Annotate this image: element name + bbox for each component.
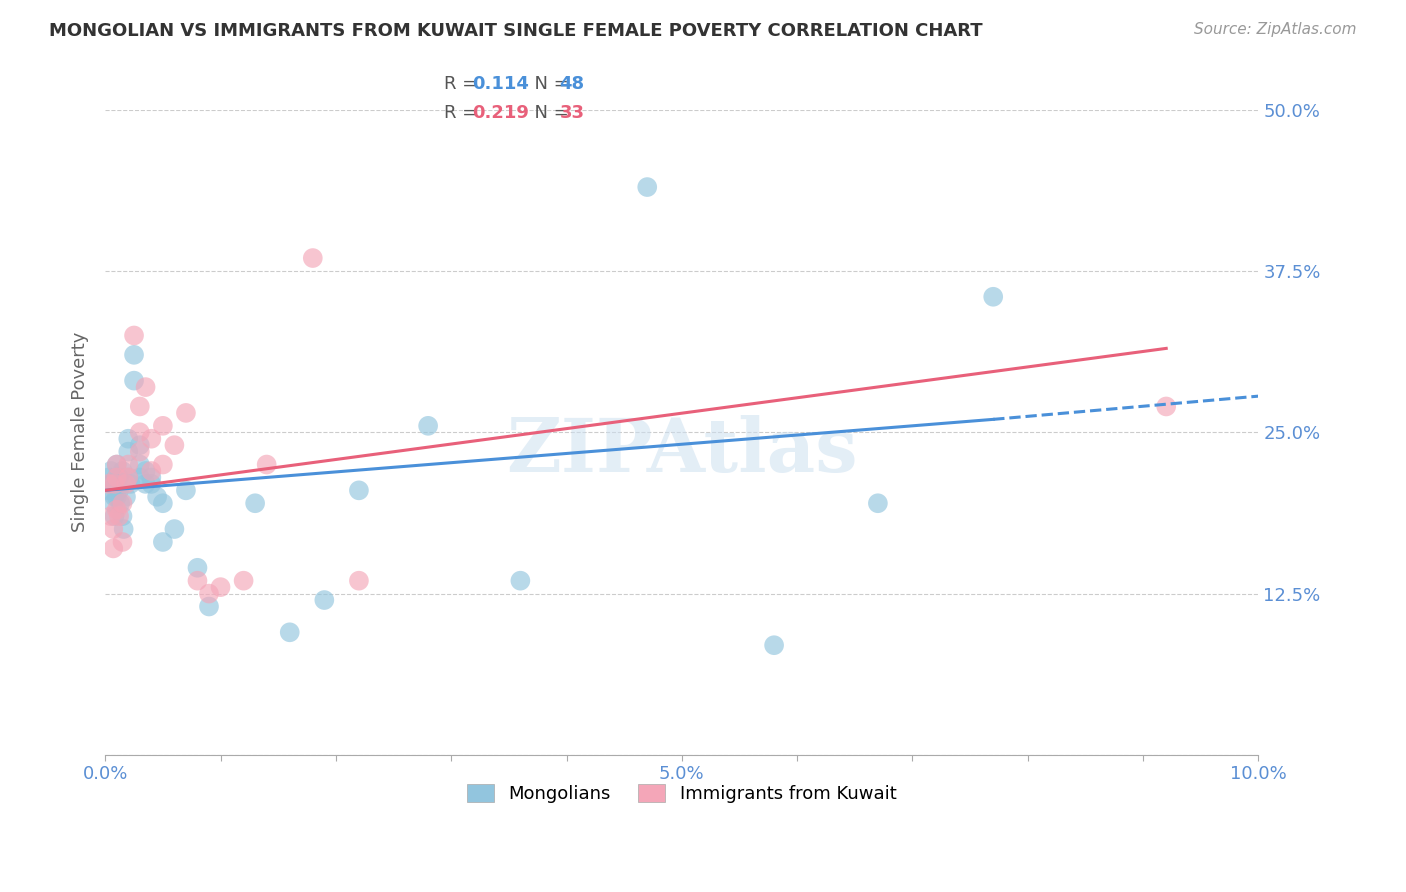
Point [103, 496, 125, 510]
Point [103, 476, 125, 491]
Point [981, 290, 1004, 304]
Point [105, 470, 128, 484]
Point [141, 464, 163, 478]
Point [105, 458, 128, 472]
Point [141, 470, 163, 484]
Text: 48: 48 [560, 75, 585, 93]
Text: Source: ZipAtlas.com: Source: ZipAtlas.com [1194, 22, 1357, 37]
Point [111, 464, 134, 478]
Point [152, 496, 174, 510]
Point [163, 438, 186, 452]
Point [135, 464, 157, 478]
Point [103, 509, 125, 524]
Point [117, 432, 139, 446]
Point [186, 561, 208, 575]
Point [186, 574, 208, 588]
Text: N =: N = [523, 75, 575, 93]
Point [108, 470, 131, 484]
Y-axis label: Single Female Poverty: Single Female Poverty [72, 332, 89, 533]
Point [128, 425, 150, 440]
Point [108, 509, 131, 524]
Point [111, 535, 134, 549]
Point [146, 490, 169, 504]
Point [105, 458, 128, 472]
Text: MONGOLIAN VS IMMIGRANTS FROM KUWAIT SINGLE FEMALE POVERTY CORRELATION CHART: MONGOLIAN VS IMMIGRANTS FROM KUWAIT SING… [49, 22, 983, 40]
Point [163, 522, 186, 536]
Point [117, 470, 139, 484]
Point [128, 470, 150, 484]
Point [97, 483, 120, 498]
Point [103, 490, 125, 504]
Point [278, 625, 301, 640]
Text: 0.114: 0.114 [472, 75, 529, 93]
Point [135, 380, 157, 394]
Point [111, 496, 134, 510]
Point [1154, 400, 1177, 414]
Point [115, 490, 138, 504]
Text: R =: R = [444, 75, 484, 93]
Text: ZIPAtlas: ZIPAtlas [506, 415, 858, 488]
Point [636, 180, 658, 194]
Point [117, 470, 139, 484]
Text: R =: R = [444, 104, 484, 122]
Point [152, 535, 174, 549]
Point [108, 496, 131, 510]
Text: 0.219: 0.219 [472, 104, 529, 122]
Point [347, 574, 370, 588]
Text: N =: N = [523, 104, 575, 122]
Point [256, 458, 278, 472]
Point [100, 509, 122, 524]
Point [152, 458, 174, 472]
Point [128, 400, 150, 414]
Point [866, 496, 889, 510]
Point [105, 470, 128, 484]
Point [105, 490, 128, 504]
Point [120, 476, 142, 491]
Point [763, 638, 786, 652]
Point [232, 574, 254, 588]
Point [128, 458, 150, 472]
Point [347, 483, 370, 498]
Point [243, 496, 266, 510]
Point [97, 476, 120, 491]
Point [97, 470, 120, 484]
Point [301, 251, 323, 265]
Point [152, 418, 174, 433]
Point [128, 438, 150, 452]
Point [117, 444, 139, 458]
Point [108, 483, 131, 498]
Point [314, 593, 336, 607]
Point [198, 586, 221, 600]
Point [122, 328, 145, 343]
Point [141, 476, 163, 491]
Point [128, 444, 150, 458]
Point [198, 599, 221, 614]
Point [141, 432, 163, 446]
Point [103, 522, 125, 536]
Point [117, 458, 139, 472]
Point [100, 476, 122, 491]
Point [115, 476, 138, 491]
Point [416, 418, 439, 433]
Point [122, 348, 145, 362]
Point [103, 541, 125, 556]
Point [111, 509, 134, 524]
Legend: Mongolians, Immigrants from Kuwait: Mongolians, Immigrants from Kuwait [460, 777, 904, 811]
Point [209, 580, 232, 594]
Point [122, 374, 145, 388]
Point [105, 502, 128, 516]
Point [112, 522, 135, 536]
Text: 33: 33 [560, 104, 585, 122]
Point [174, 483, 197, 498]
Point [174, 406, 197, 420]
Point [100, 464, 122, 478]
Point [509, 574, 531, 588]
Point [105, 476, 128, 491]
Point [135, 476, 157, 491]
